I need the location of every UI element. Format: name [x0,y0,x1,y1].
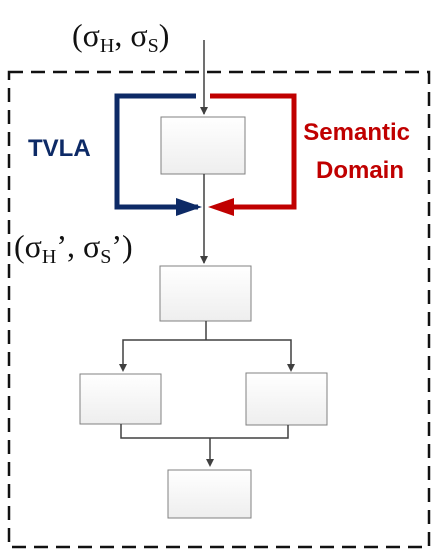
dashed-boundary [7,70,431,549]
split-arrowhead-left [119,364,127,372]
process-box-1 [160,116,246,175]
tvla-loop-path [114,93,198,210]
semantic-arrowhead [208,198,234,216]
tvla-label: TVLA [28,135,91,162]
merge-connector [120,424,289,463]
input-label: (σH, σS) [72,17,169,57]
split-arrowhead-right [287,364,295,372]
split-connector [122,321,292,369]
semantic-domain-label: Semantic Domain [303,119,416,184]
process-box-2 [159,265,252,322]
process-box-4-right [245,372,328,426]
process-box-5 [167,469,252,519]
output-label: (σH’, σS’) [14,228,133,268]
tvla-arrowhead [176,198,202,216]
semantic-loop-path [210,93,297,210]
process-box-3-left [79,373,162,425]
merge-arrowhead [206,459,214,467]
